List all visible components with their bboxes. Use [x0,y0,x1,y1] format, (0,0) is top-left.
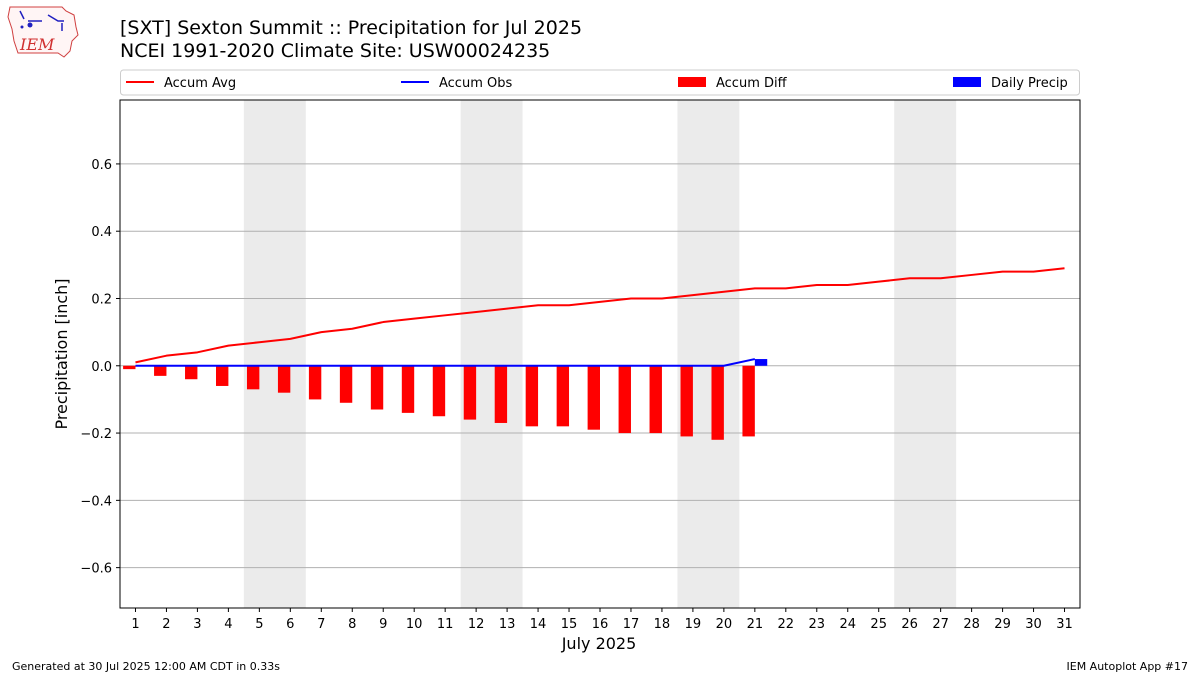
x-tick-label: 12 [468,617,485,632]
accum-diff-bar-9 [370,365,384,410]
weekend-band-3 [677,100,740,608]
x-tick-label: 1 [131,617,139,632]
x-tick-label: 7 [317,617,325,632]
x-tick-label: 14 [530,617,547,632]
accum-diff-bar-11 [432,365,446,417]
x-tick-label: 22 [778,617,795,632]
legend-label-1: Accum Avg [164,76,236,91]
accum-diff-bar-21 [742,365,755,437]
x-tick-label: 23 [809,617,826,632]
legend: Accum Avg Accum Obs Accum Diff Daily Precip [120,69,1080,96]
x-tick-label: 18 [654,617,671,632]
x-tick-label: 11 [437,617,454,632]
accum-diff-bar-19 [680,365,693,437]
y-tick-label: 0.6 [91,158,112,173]
accum-diff-bar-15 [556,365,570,427]
accum-diff-bar-7 [308,365,322,400]
accum-avg-line [135,267,1065,364]
x-tick-label: 25 [870,617,887,632]
x-tick-label: 30 [1025,617,1042,632]
x-tick-label: 28 [963,617,980,632]
legend-label-4: Daily Precip [991,76,1068,91]
line-layer [135,267,1065,367]
y-axis: −0.6 −0.4 −0.2 0.0 0.2 0.4 0.6 [80,158,120,577]
accum-diff-bar-14 [525,365,539,427]
x-tick-label: 31 [1056,617,1073,632]
weekend-band-1 [243,100,306,608]
y-tick-label: −0.4 [80,494,112,509]
logo-text: IEM [19,35,55,54]
x-tick-label: 2 [162,617,170,632]
x-axis: 1 2 3 4 5 6 7 8 9 10 11 12 13 14 15 16 17 18 19 20 21 22 23 24 2… [131,608,1073,632]
y-tick-label: 0.4 [91,225,112,240]
y-axis-label: Precipitation [inch] [52,278,71,429]
legend-label-2: Accum Obs [439,76,512,91]
accum-diff-bar-18 [649,365,662,434]
chart-subtitle: NCEI 1991-2020 Climate Site: USW00024235 [120,40,551,62]
x-tick-label: 24 [839,617,856,632]
x-tick-label: 9 [379,617,387,632]
legend-label-3: Accum Diff [716,76,788,91]
accum-obs-line [135,358,756,367]
accum-diff-bar-1 [123,365,136,370]
accum-diff-bar-3 [185,365,198,380]
accum-diff-bar-4 [216,365,229,386]
accum-diff-bar-8 [339,365,353,403]
accum-diff-bar-12 [463,365,477,420]
weekend-band-4 [894,100,957,608]
weekend-shading [243,100,957,608]
x-tick-label: 6 [286,617,294,632]
accum-diff-bar-17 [618,365,631,434]
legend-frame [120,69,1080,96]
accum-diff-bar-10 [401,365,415,413]
y-gridlines [120,163,1080,569]
x-tick-label: 17 [623,617,640,632]
y-tick-label: −0.2 [80,427,112,442]
x-tick-label: 20 [716,617,733,632]
x-tick-label: 13 [499,617,516,632]
accum-diff-bar-6 [277,365,291,393]
y-tick-label: 0.0 [91,360,112,375]
accum-diff-bar-5 [246,365,260,390]
iem-logo: IEM [7,6,79,58]
x-tick-label: 10 [406,617,423,632]
x-tick-label: 3 [193,617,201,632]
x-tick-label: 5 [255,617,263,632]
x-tick-label: 21 [747,617,764,632]
generated-timestamp: Generated at 30 Jul 2025 12:00 AM CDT in… [12,660,280,673]
weekend-band-2 [460,100,523,608]
legend-swatch-3 [678,77,706,87]
accum-diff-bar-2 [154,365,167,376]
x-tick-label: 16 [592,617,609,632]
app-id: IEM Autoplot App #17 [1066,660,1189,673]
x-tick-label: 27 [932,617,949,632]
accum-diff-bar-20 [711,365,724,440]
x-tick-label: 26 [901,617,918,632]
accum-diff-bar-16 [587,365,600,430]
y-tick-label: 0.2 [91,292,112,307]
x-tick-label: 29 [994,617,1011,632]
chart-title: [SXT] Sexton Summit :: Precipitation for… [120,17,583,39]
x-tick-label: 4 [224,617,232,632]
accum-diff-bar-13 [494,365,508,423]
x-axis-label: July 2025 [561,634,637,653]
x-tick-label: 8 [348,617,356,632]
x-tick-label: 15 [561,617,578,632]
y-tick-label: −0.6 [80,562,112,577]
x-tick-label: 19 [685,617,702,632]
bar-layer [123,359,768,440]
daily-precip-bar-21 [754,359,768,366]
legend-swatch-4 [953,77,981,87]
